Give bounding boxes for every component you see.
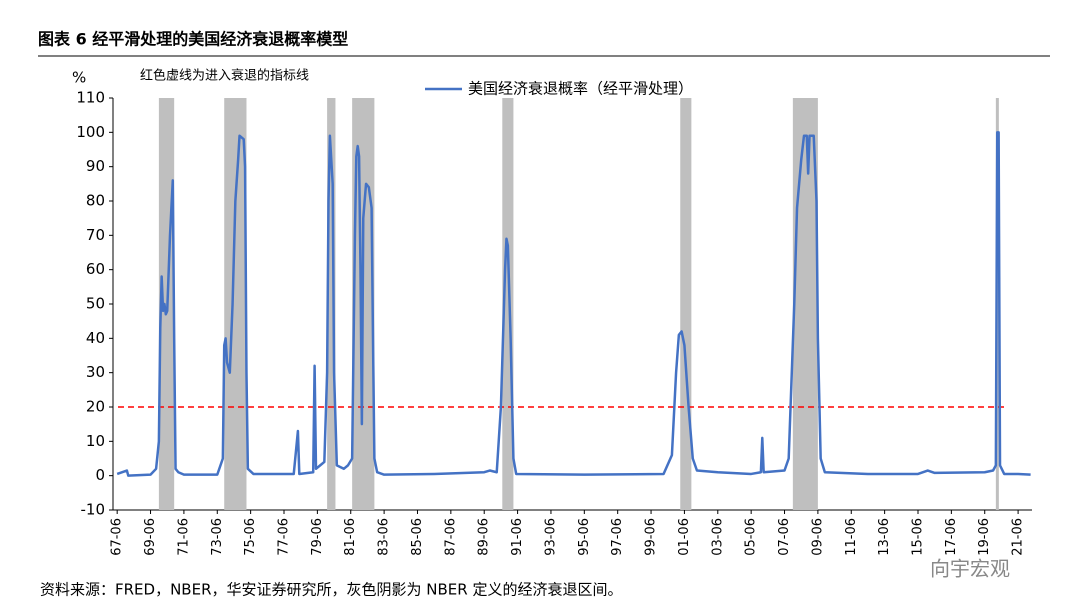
y-tick-label: 60 (86, 260, 105, 278)
y-tick-label: 80 (86, 192, 105, 210)
x-tick-label: 99-06 (644, 518, 659, 556)
source-note: 资料来源：FRED，NBER，华安证券研究所，灰色阴影为 NBER 定义的经济衰… (40, 581, 622, 599)
y-tick-label: 90 (86, 157, 105, 175)
x-tick-label: 01-06 (677, 518, 692, 556)
x-tick-label: 05-06 (744, 518, 759, 556)
recession-band (792, 98, 818, 510)
y-tick-label: 0 (95, 466, 105, 484)
x-tick-label: 07-06 (777, 518, 792, 556)
x-tick-label: 03-06 (710, 518, 725, 556)
x-tick-label: 95-06 (577, 518, 592, 556)
y-tick-label: 50 (86, 295, 105, 313)
x-tick-label: 83-06 (377, 518, 392, 556)
x-tick-label: 77-06 (277, 518, 292, 556)
x-tick-label: 91-06 (510, 518, 525, 556)
annotation: 红色虚线为进入衰退的指标线 (140, 68, 309, 84)
watermark: 向宇宏观 (930, 557, 1010, 581)
x-tick-label: 69-06 (143, 518, 158, 556)
y-tick-label: 10 (86, 432, 105, 450)
x-tick-label: 87-06 (443, 518, 458, 556)
y-tick-label: 20 (86, 398, 105, 416)
y-tick-label: 70 (86, 226, 105, 244)
x-tick-label: 09-06 (810, 518, 825, 556)
y-tick-label: 40 (86, 329, 105, 347)
x-tick-label: 67-06 (110, 518, 125, 556)
x-tick-label: 19-06 (977, 518, 992, 556)
x-tick-label: 93-06 (543, 518, 558, 556)
y-tick-label: 110 (76, 89, 105, 107)
y-tick-label: 100 (76, 123, 105, 141)
recession-band (327, 98, 336, 510)
x-tick-label: 71-06 (176, 518, 191, 556)
y-tick-label: -10 (81, 501, 106, 519)
chart-title: 图表 6 经平滑处理的美国经济衰退概率模型 (38, 30, 348, 49)
x-tick-label: 75-06 (243, 518, 258, 556)
x-tick-label: 81-06 (343, 518, 358, 556)
x-tick-label: 13-06 (877, 518, 892, 556)
y-tick-label: 30 (86, 363, 105, 381)
legend-label: 美国经济衰退概率（经平滑处理） (468, 80, 693, 98)
x-tick-label: 97-06 (610, 518, 625, 556)
x-tick-label: 15-06 (910, 518, 925, 556)
x-tick-label: 21-06 (1011, 518, 1026, 556)
y-axis-label: % (72, 69, 86, 87)
x-tick-label: 73-06 (210, 518, 225, 556)
series-line (116, 131, 1031, 477)
x-tick-label: 79-06 (310, 518, 325, 556)
x-tick-label: 11-06 (844, 518, 859, 556)
recession-band (680, 98, 692, 510)
recession-band (502, 98, 514, 510)
x-tick-label: 17-06 (944, 518, 959, 556)
recession-band (224, 98, 247, 510)
x-tick-label: 89-06 (477, 518, 492, 556)
x-tick-label: 85-06 (410, 518, 425, 556)
